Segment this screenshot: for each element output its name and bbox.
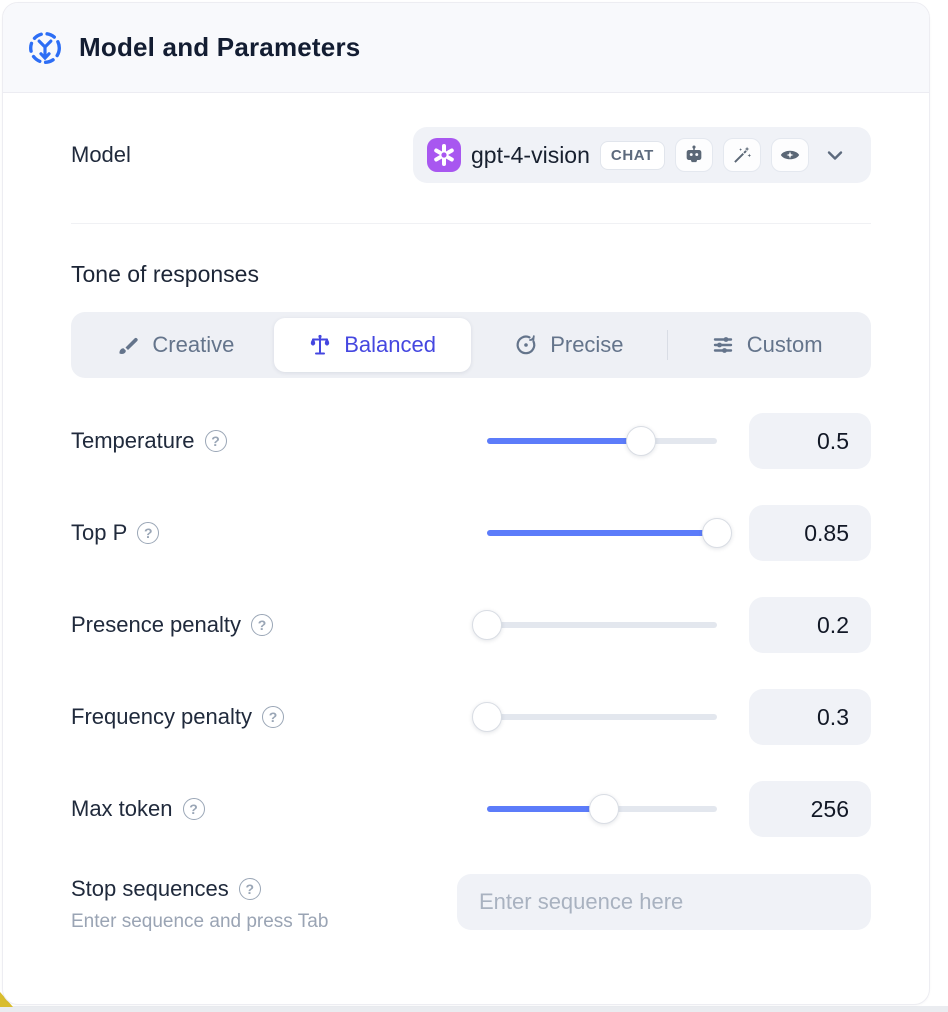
max-token-value[interactable]: 256 <box>749 781 871 837</box>
sliders-icon <box>711 333 735 357</box>
frequency-penalty-label: Frequency penalty <box>71 704 252 729</box>
frequency-penalty-value[interactable]: 0.3 <box>749 689 871 745</box>
temperature-value[interactable]: 0.5 <box>749 413 871 469</box>
target-icon <box>514 333 538 357</box>
stop-sequences-helper: Enter sequence and press Tab <box>71 911 329 932</box>
top-p-value[interactable]: 0.85 <box>749 505 871 561</box>
help-icon[interactable]: ? <box>262 706 284 728</box>
stop-sequence-input[interactable] <box>457 874 871 930</box>
selected-model-name: gpt-4-vision <box>471 141 590 168</box>
presence-penalty-row: Presence penalty ? 0.2 <box>71 597 871 653</box>
help-icon[interactable]: ? <box>137 522 160 544</box>
model-row: Model <box>71 127 871 183</box>
top-p-label: Top P <box>71 520 128 545</box>
slider-thumb[interactable] <box>472 702 502 732</box>
tab-label: Balanced <box>344 332 436 357</box>
model-select[interactable]: gpt-4-vision CHAT <box>413 127 871 183</box>
help-icon[interactable]: ? <box>238 878 261 900</box>
slider-thumb[interactable] <box>626 426 657 456</box>
tab-separator <box>667 330 669 360</box>
balance-scale-icon <box>308 333 332 357</box>
help-icon[interactable]: ? <box>204 430 227 452</box>
tab-precise[interactable]: Precise <box>471 318 668 372</box>
max-token-label: Max token <box>71 796 173 821</box>
magic-wand-icon <box>722 138 761 172</box>
temperature-row: Temperature ? 0.5 <box>71 413 871 469</box>
stop-sequences-label: Stop sequences <box>71 876 229 901</box>
model-label: Model <box>71 142 131 167</box>
stop-sequences-row: Stop sequences ? Enter sequence and pres… <box>71 874 871 933</box>
tone-tabs: Creative Balanced <box>71 312 871 378</box>
tab-creative[interactable]: Creative <box>77 318 274 372</box>
section-divider <box>71 223 871 224</box>
top-p-row: Top P ? 0.85 <box>71 505 871 561</box>
tone-heading: Tone of responses <box>71 261 259 287</box>
chevron-down-icon <box>823 143 847 167</box>
presence-penalty-value[interactable]: 0.2 <box>749 597 871 653</box>
vision-eye-icon <box>770 138 809 172</box>
bottom-strip <box>0 1006 948 1012</box>
temperature-label: Temperature <box>71 428 195 453</box>
panel-header: Model and Parameters <box>3 3 929 93</box>
openai-logo <box>427 138 461 172</box>
temperature-slider[interactable] <box>487 426 717 456</box>
max-token-slider[interactable] <box>487 794 717 824</box>
presence-penalty-slider[interactable] <box>472 610 717 640</box>
paintbrush-icon <box>116 333 140 357</box>
model-orbit-icon <box>27 30 63 66</box>
presence-penalty-label: Presence penalty <box>71 612 241 637</box>
slider-thumb[interactable] <box>589 794 620 824</box>
model-parameters-panel: Model and Parameters Model <box>2 2 930 1005</box>
max-token-row: Max token ? 256 <box>71 781 871 837</box>
frequency-penalty-row: Frequency penalty ? 0.3 <box>71 689 871 745</box>
robot-icon <box>674 138 713 172</box>
help-icon[interactable]: ? <box>251 614 273 636</box>
help-icon[interactable]: ? <box>182 798 205 820</box>
tab-label: Creative <box>152 332 235 357</box>
slider-thumb[interactable] <box>472 610 502 640</box>
tab-balanced[interactable]: Balanced <box>273 318 471 372</box>
tab-custom[interactable]: Custom <box>668 318 865 372</box>
frequency-penalty-slider[interactable] <box>472 702 717 732</box>
panel-title: Model and Parameters <box>79 32 361 62</box>
slider-thumb[interactable] <box>702 518 732 548</box>
top-p-slider[interactable] <box>487 518 732 548</box>
tab-label: Precise <box>550 332 624 357</box>
tab-label: Custom <box>746 332 823 357</box>
chat-type-badge: CHAT <box>599 140 665 170</box>
